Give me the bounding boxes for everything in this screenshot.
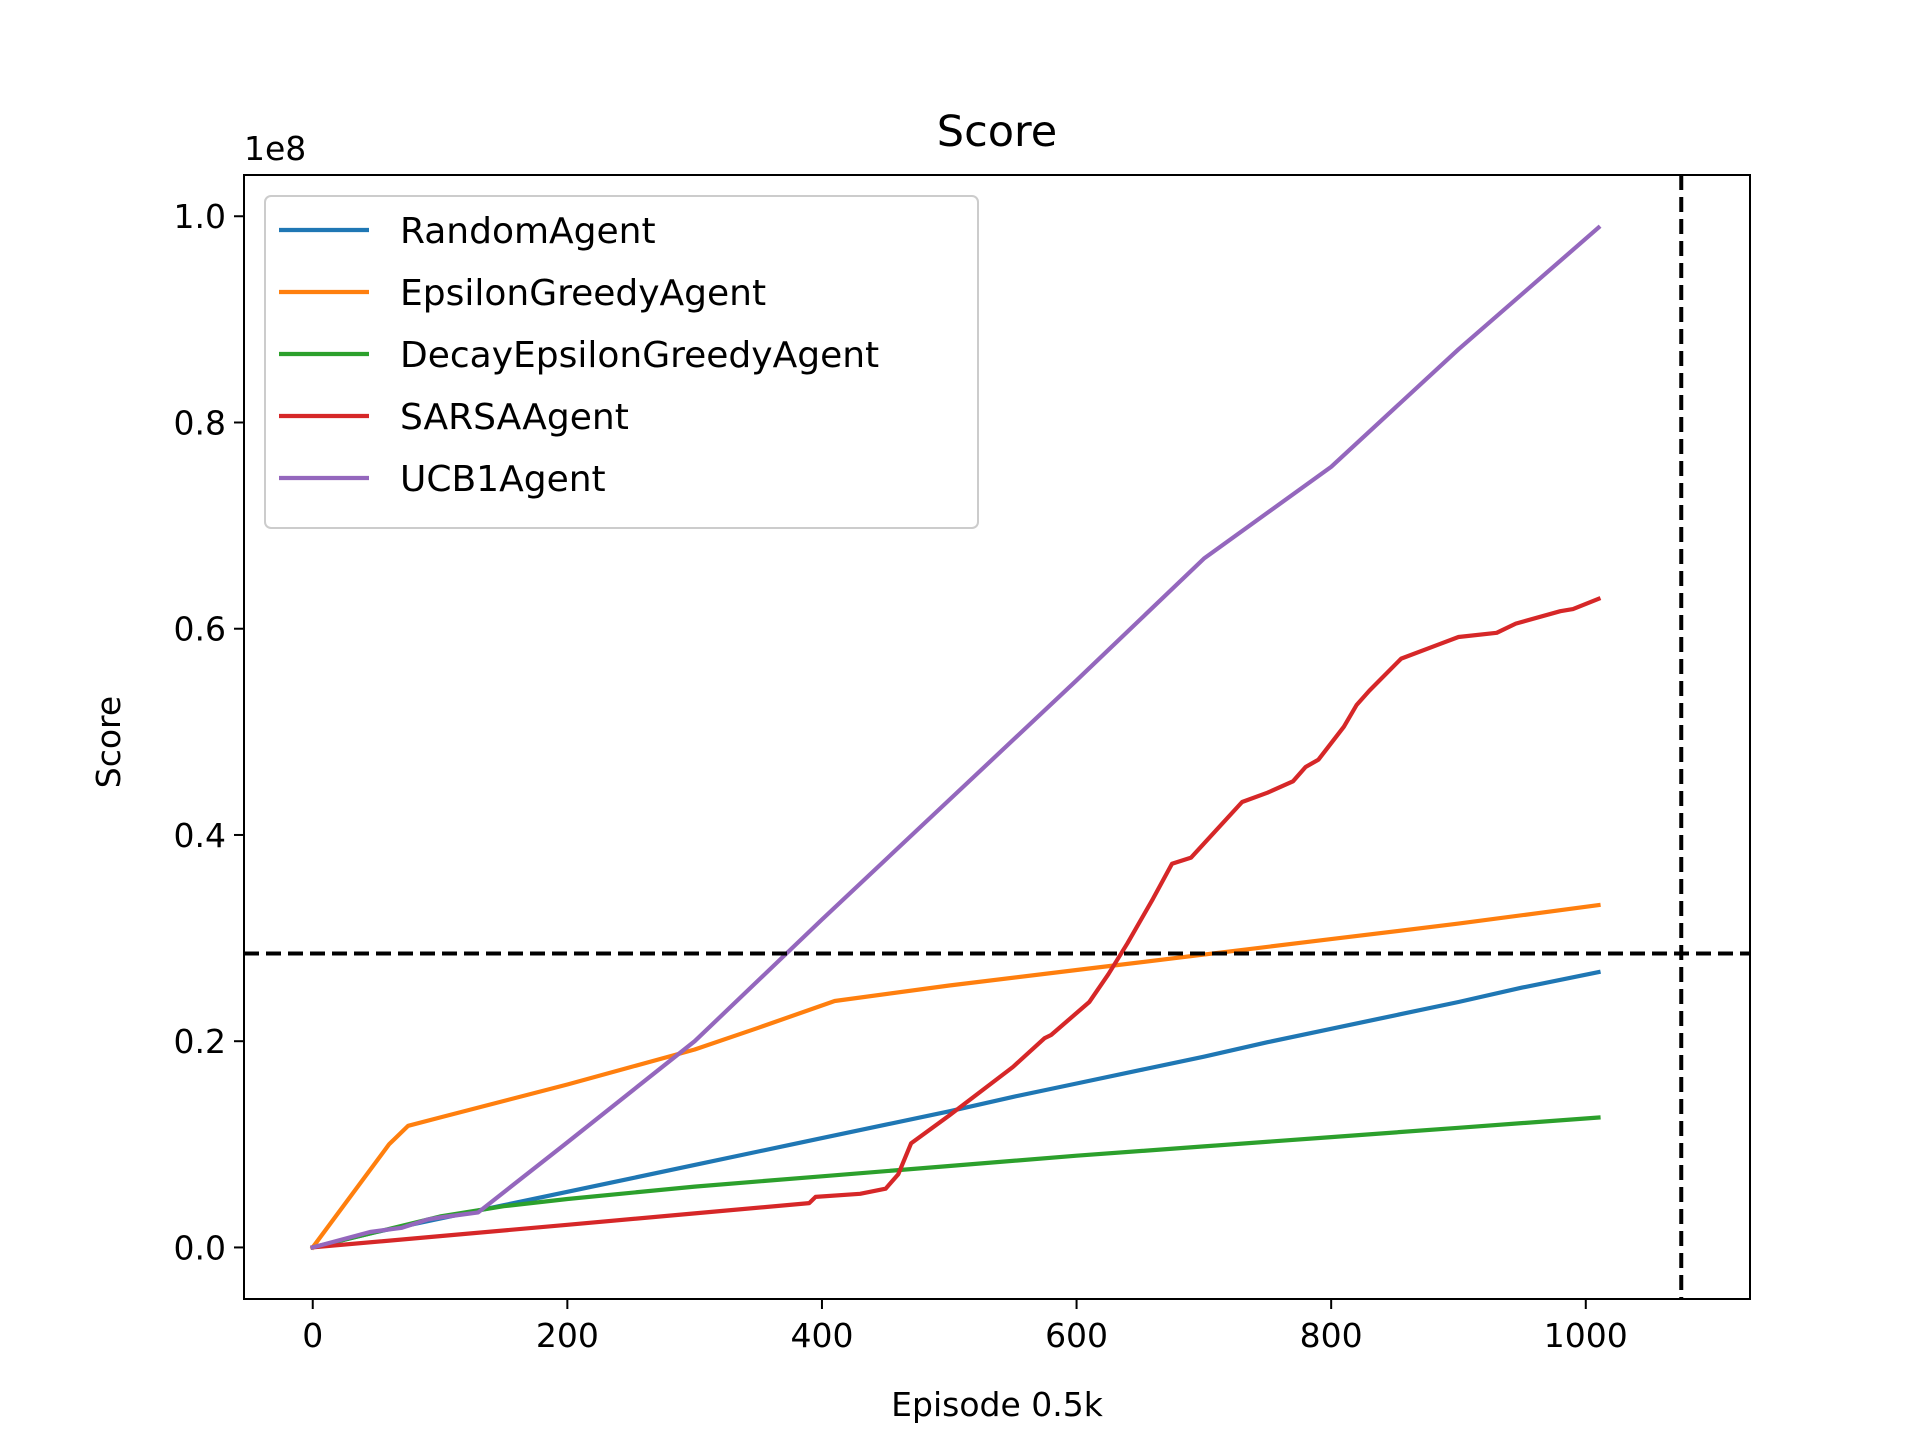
legend-label-3: SARSAAgent <box>400 397 629 438</box>
legend-label-4: UCB1Agent <box>400 459 606 500</box>
legend-label-2: DecayEpsilonGreedyAgent <box>400 335 879 376</box>
series-line-1 <box>309 902 1601 1251</box>
y-tick-label: 0.0 <box>174 1228 226 1267</box>
y-tick-label: 0.4 <box>174 816 226 855</box>
y-tick-label: 0.2 <box>174 1022 226 1061</box>
legend-box <box>264 195 979 529</box>
legend-label-1: EpsilonGreedyAgent <box>400 273 766 314</box>
y-tick-label: 1.0 <box>174 197 226 236</box>
series-line-0 <box>310 969 1601 1250</box>
y-axis-offset-label: 1e8 <box>244 129 306 168</box>
y-tick-label: 0.6 <box>174 610 226 649</box>
series-line-4 <box>310 224 1602 1250</box>
x-axis-label: Episode 0.5k <box>891 1385 1104 1424</box>
x-tick-label: 1000 <box>1544 1316 1628 1355</box>
y-tick-label: 0.8 <box>174 403 226 442</box>
x-tick-label: 400 <box>790 1316 853 1355</box>
x-tick-label: 600 <box>1045 1316 1108 1355</box>
legend: RandomAgent EpsilonGreedyAgent DecayEpsilo… <box>264 195 979 529</box>
legend-label-0: RandomAgent <box>400 211 656 252</box>
plot-area <box>244 175 1750 1299</box>
axes-frame <box>243 174 1751 1300</box>
x-tick-label: 0 <box>302 1316 323 1355</box>
series-line-3 <box>310 596 1602 1250</box>
x-tick-label: 200 <box>536 1316 599 1355</box>
chart-title: Score <box>937 107 1057 157</box>
axes: 0 200 400 600 800 1000 0.0 0.2 0.4 0.6 0.8 1.0 <box>174 174 1751 1355</box>
y-axis-label: Score <box>89 696 128 788</box>
x-tick-label: 800 <box>1300 1316 1363 1355</box>
